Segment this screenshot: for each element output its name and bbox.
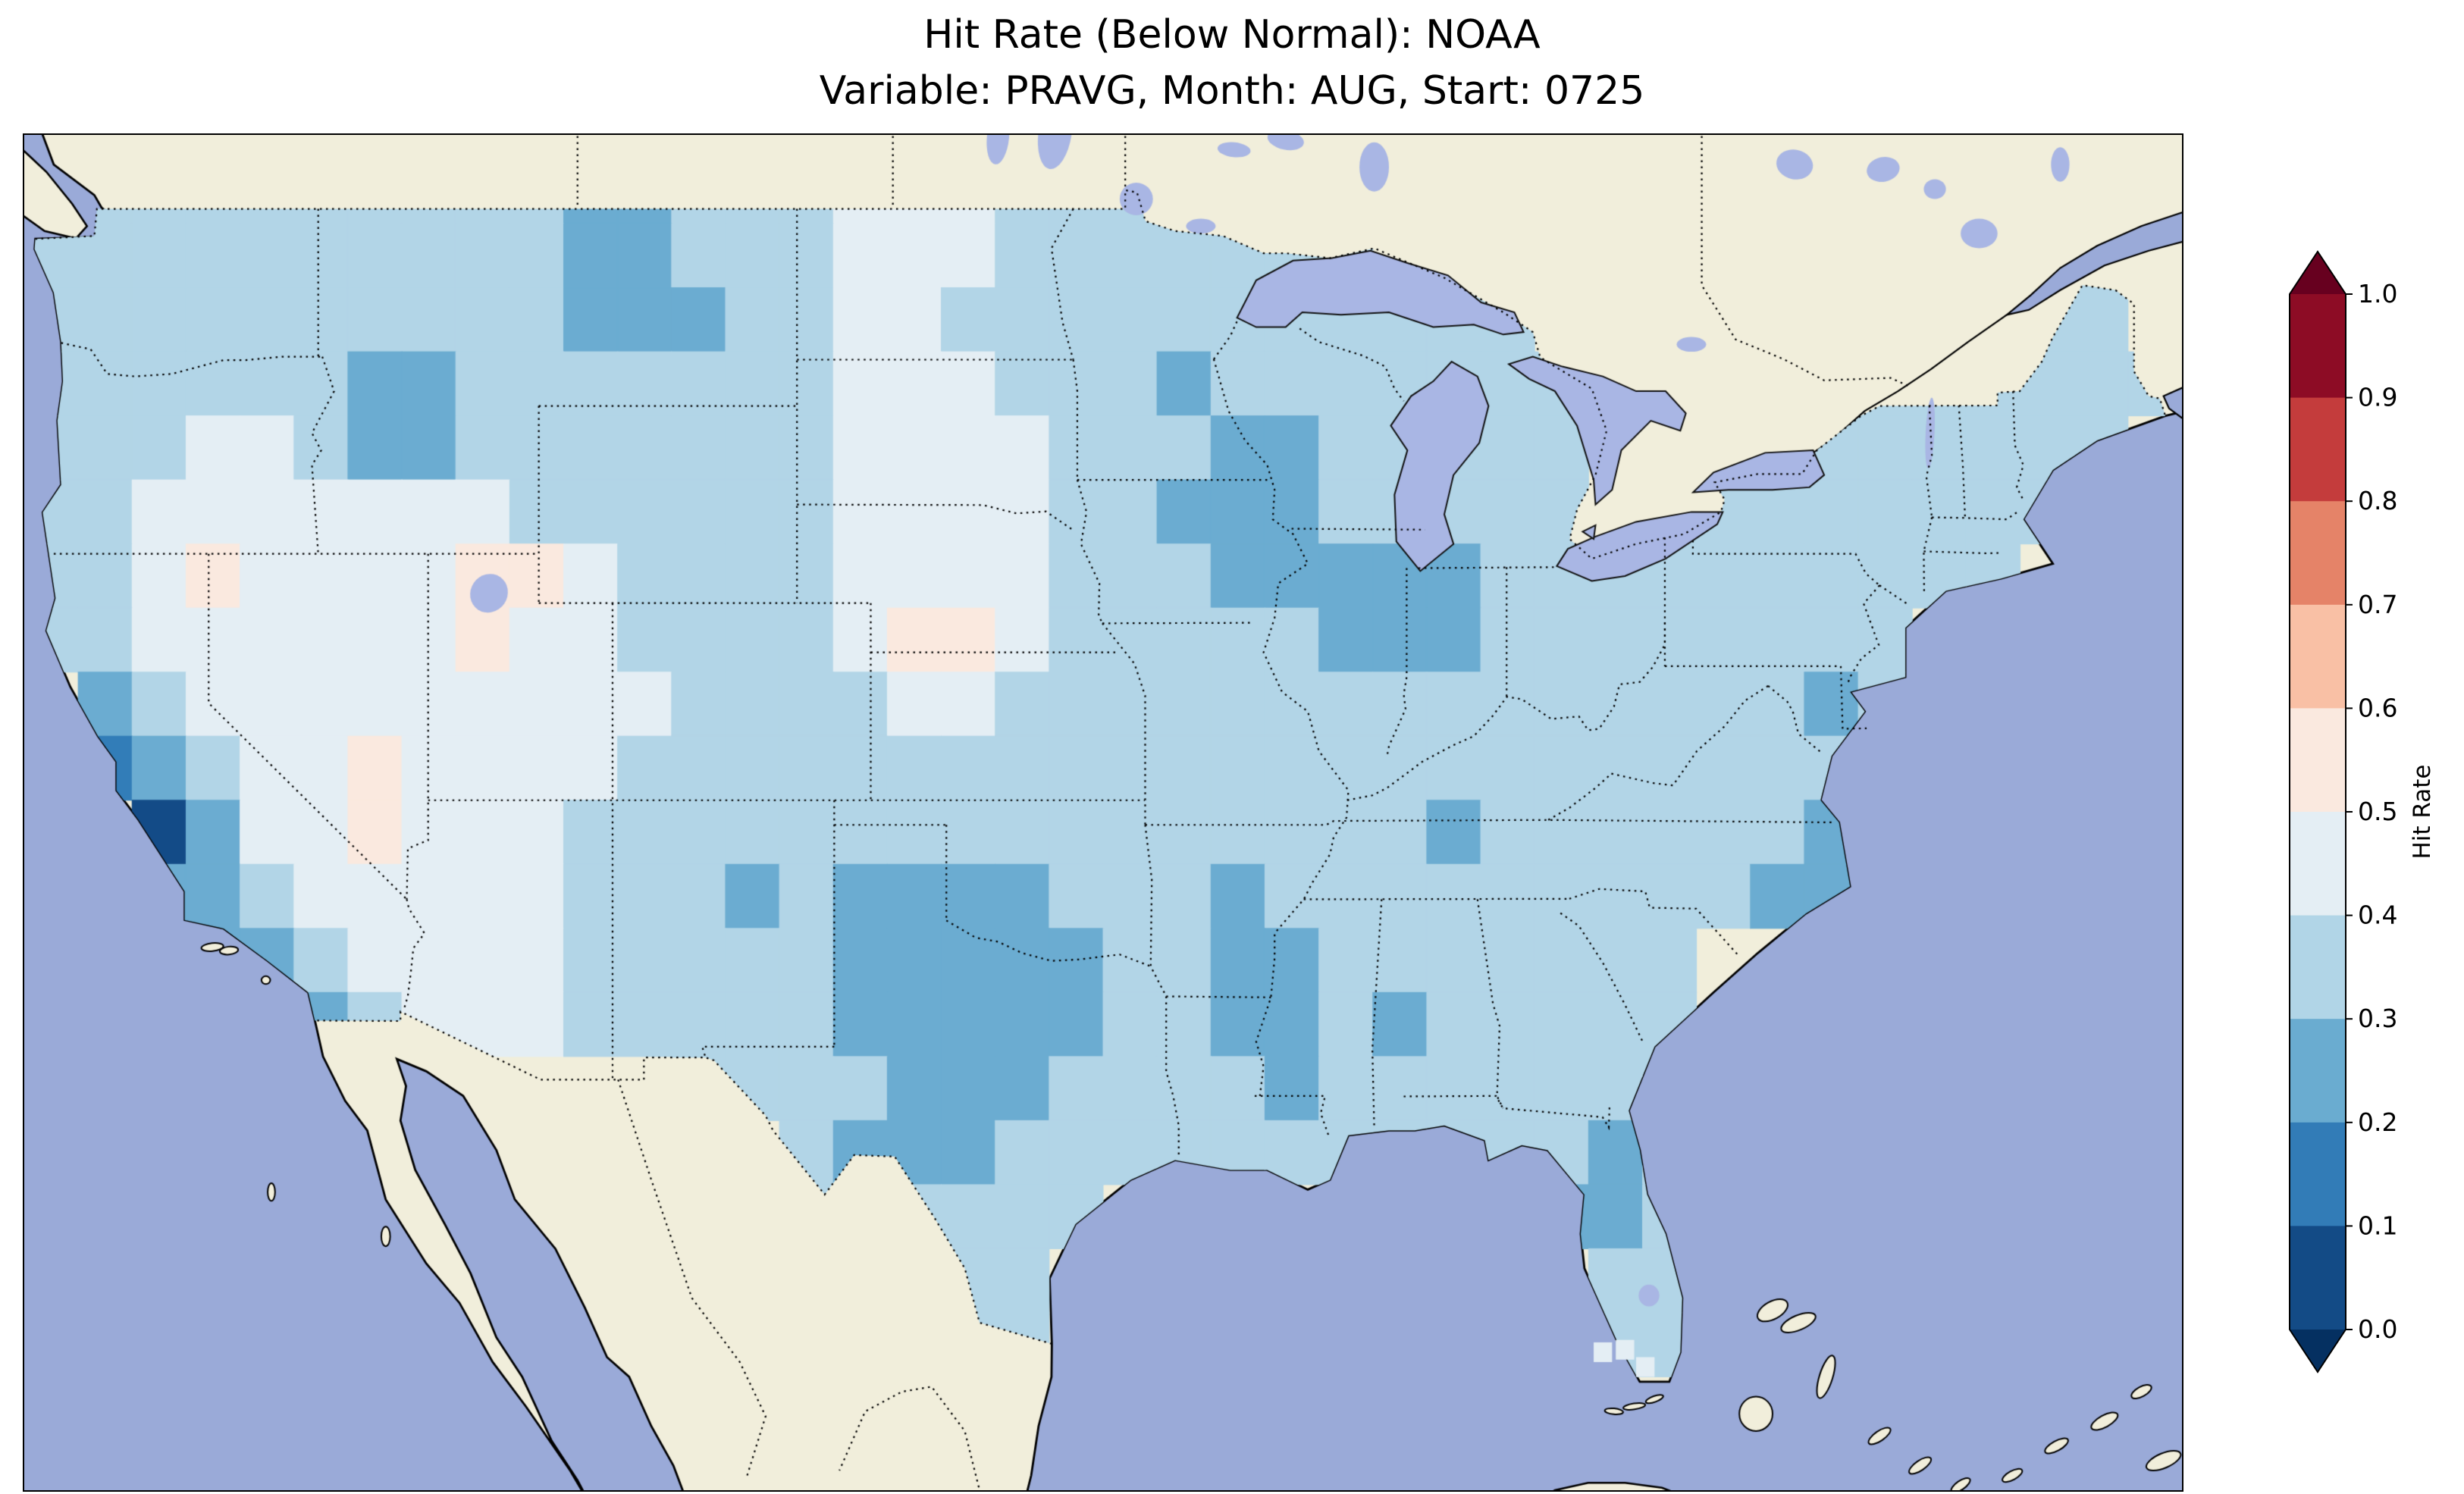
figure-title-line1: Hit Rate (Below Normal): NOAA bbox=[923, 12, 1541, 58]
colorbar-tick-label: 0.4 bbox=[2358, 900, 2397, 930]
conus-hit-rate-heatmap-canvas bbox=[24, 135, 2182, 1490]
colorbar-tick-label: 0.7 bbox=[2358, 590, 2397, 619]
colorbar-tick-label: 0.5 bbox=[2358, 797, 2397, 826]
colorbar-band bbox=[2290, 915, 2346, 1019]
colorbar-tick-label: 0.1 bbox=[2358, 1211, 2397, 1240]
colorbar-band bbox=[2290, 294, 2346, 399]
colorbar-tick-label: 0.2 bbox=[2358, 1107, 2397, 1137]
colorbar-band bbox=[2290, 708, 2346, 813]
colorbar-svg: 1.0 0.9 0.8 0.7 0.6 0.5 0.4 0.3 0.2 0.1 0.0 Hit Rat… bbox=[2289, 250, 2436, 1373]
figure-title: Hit Rate (Below Normal): NOAA Variable: … bbox=[0, 8, 2464, 120]
colorbar-band bbox=[2290, 1019, 2346, 1123]
colorbar-tick-label: 0.0 bbox=[2358, 1314, 2397, 1344]
colorbar-band bbox=[2290, 397, 2346, 502]
colorbar: 1.0 0.9 0.8 0.7 0.6 0.5 0.4 0.3 0.2 0.1 0.0 Hit Rat… bbox=[2274, 241, 2464, 1401]
colorbar-band bbox=[2290, 812, 2346, 916]
colorbar-over-arrow bbox=[2290, 252, 2346, 294]
colorbar-under-arrow bbox=[2290, 1330, 2346, 1372]
colorbar-band bbox=[2290, 604, 2346, 709]
colorbar-band bbox=[2290, 1122, 2346, 1226]
colorbar-band bbox=[2290, 501, 2346, 606]
colorbar-tick-label: 0.8 bbox=[2358, 486, 2397, 515]
colorbar-tick-label: 1.0 bbox=[2358, 279, 2397, 309]
colorbar-tick-label: 0.3 bbox=[2358, 1004, 2397, 1033]
colorbar-axis-label: Hit Rate bbox=[2409, 764, 2436, 859]
figure-title-line2: Variable: PRAVG, Month: AUG, Start: 0725 bbox=[819, 67, 1645, 114]
colorbar-tick-label: 0.9 bbox=[2358, 383, 2397, 412]
colorbar-band bbox=[2290, 1226, 2346, 1330]
map-frame bbox=[23, 133, 2183, 1492]
colorbar-tick-label: 0.6 bbox=[2358, 693, 2397, 722]
